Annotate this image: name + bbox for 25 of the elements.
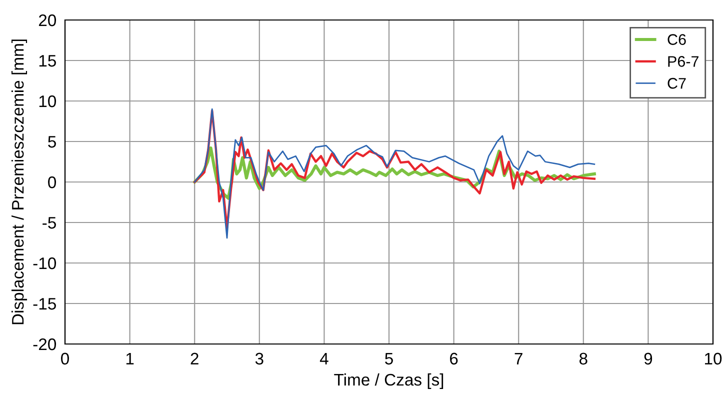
x-tick-label: 4 [320, 352, 328, 364]
legend-label: C7 [668, 78, 686, 89]
y-tick-label: -5 [42, 217, 56, 229]
x-tick-label: 7 [514, 352, 522, 364]
x-tick-label: 8 [579, 352, 588, 365]
x-tick-label: 1 [126, 352, 134, 364]
y-tick-label: 15 [39, 55, 56, 67]
x-tick-label: 9 [644, 352, 652, 365]
x-tick-label: 3 [255, 352, 264, 365]
x-tick-label: 5 [385, 352, 393, 365]
x-tick-label: 0 [61, 352, 69, 365]
y-tick-label: 20 [38, 14, 56, 26]
y-tick-label: -10 [33, 257, 56, 270]
y-tick-label: 10 [39, 95, 56, 108]
x-tick-label: 6 [450, 352, 458, 365]
y-axis-title: Displacement / Przemieszczemie [mm] [11, 40, 28, 324]
y-tick-label: -20 [33, 338, 56, 350]
y-tick-label: 0 [48, 176, 56, 188]
legend-label: P6-7 [668, 56, 698, 67]
y-tick-label: 5 [48, 136, 56, 148]
x-tick-label: 2 [190, 352, 198, 364]
y-tick-label: -15 [33, 298, 56, 310]
x-tick-label: 10 [705, 352, 722, 365]
legend-label: C6 [668, 34, 686, 45]
x-axis-title: Time / Czas [s] [334, 373, 444, 389]
